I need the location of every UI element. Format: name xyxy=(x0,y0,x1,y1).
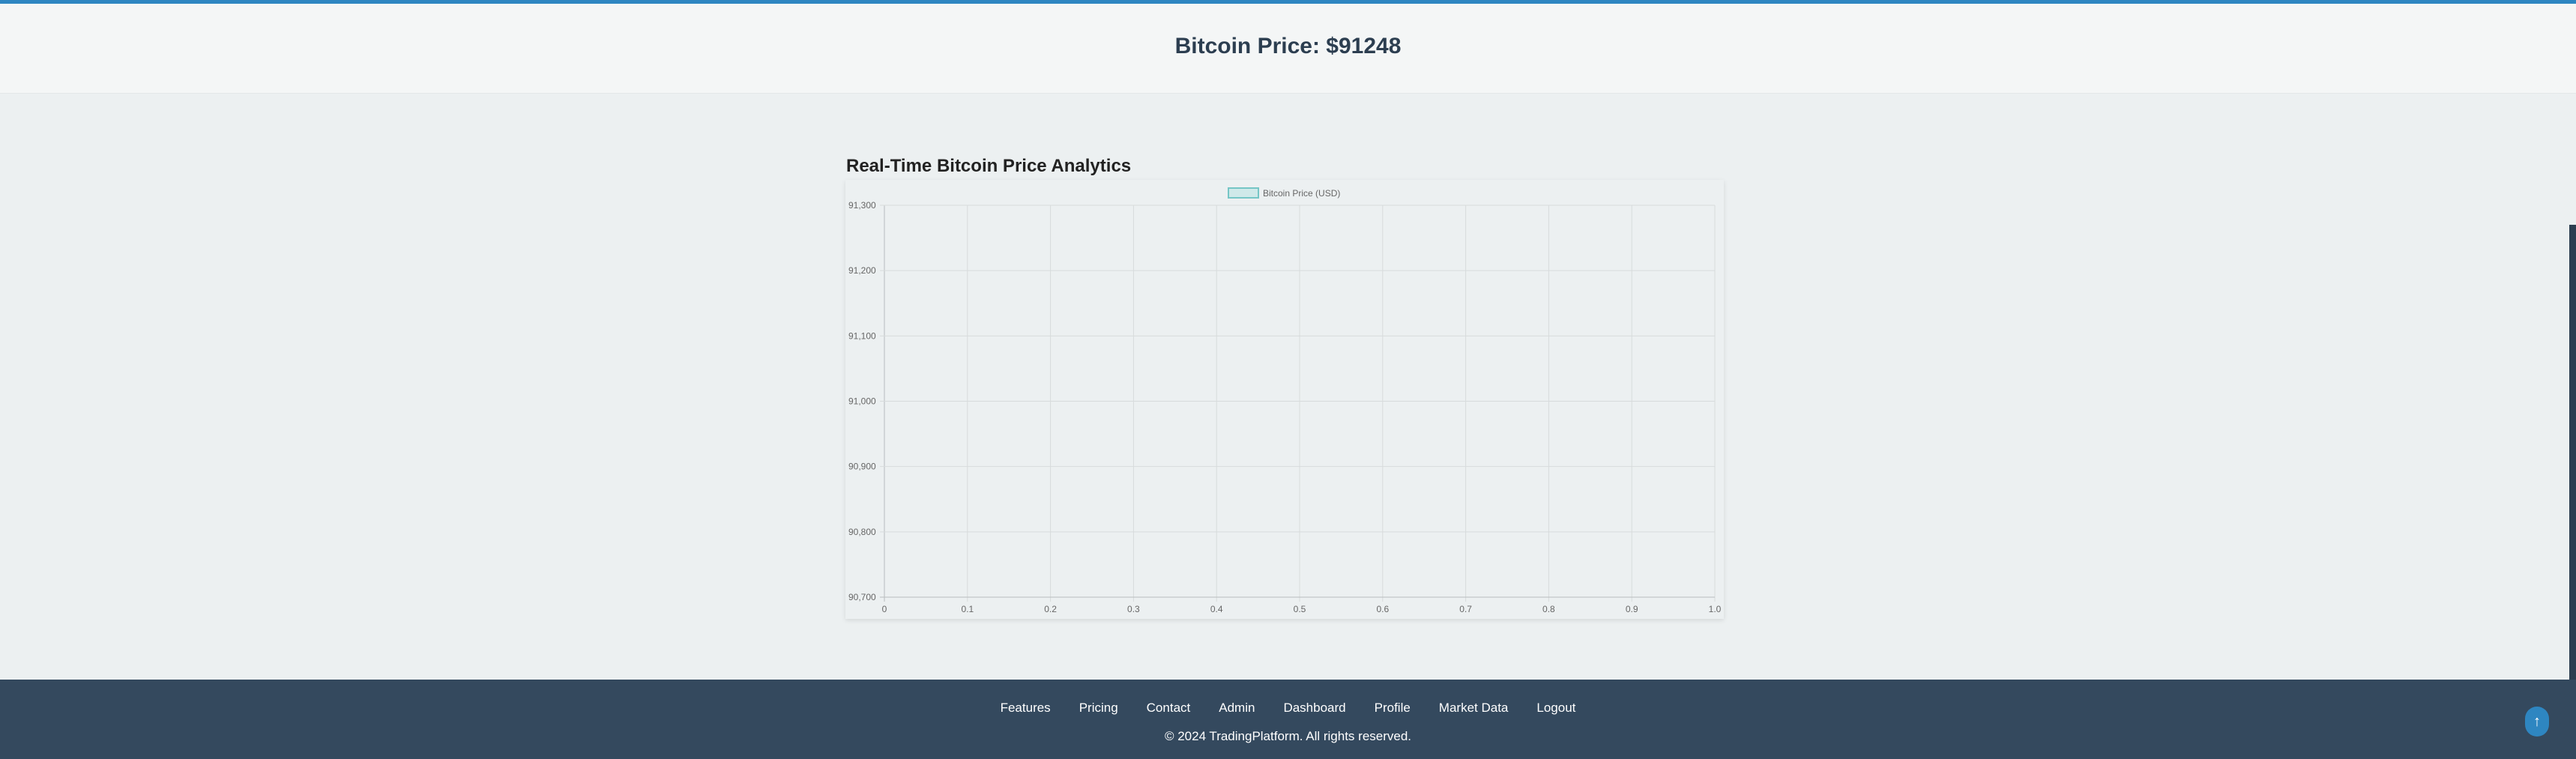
copyright-text: © 2024 TradingPlatform. All rights reser… xyxy=(1164,729,1412,743)
page-header: Bitcoin Price: $91248 xyxy=(0,4,2576,94)
x-tick-label: 0.6 xyxy=(1376,604,1389,614)
arrow-up-icon: ↑ xyxy=(2533,713,2541,730)
y-tick-label: 90,900 xyxy=(848,462,876,472)
y-tick-label: 91,300 xyxy=(848,200,876,211)
page-title: Bitcoin Price: $91248 xyxy=(1174,34,1402,58)
y-tick-label: 90,800 xyxy=(848,527,876,537)
x-tick-label: 0.4 xyxy=(1210,604,1223,614)
x-tick-label: 0.3 xyxy=(1127,604,1140,614)
x-tick-label: 0.9 xyxy=(1626,604,1638,614)
legend-swatch[interactable] xyxy=(1228,187,1259,199)
x-tick-label: 0.1 xyxy=(961,604,974,614)
footer-link-market-data[interactable]: Market Data xyxy=(1438,701,1509,715)
y-tick-label: 91,200 xyxy=(848,265,876,276)
x-tick-label: 0.2 xyxy=(1044,604,1057,614)
top-accent-bar xyxy=(0,0,2576,4)
x-tick-label: 1.0 xyxy=(1709,604,1722,614)
page-footer: Features Pricing Contact Admin Dashboard Prof… xyxy=(0,680,2576,759)
section-title: Real-Time Bitcoin Price Analytics xyxy=(846,156,1132,176)
footer-link-profile[interactable]: Profile xyxy=(1374,701,1411,715)
price-chart: 0 0.1 0.2 0.3 0.4 0.5 0.6 0.7 0.8 0.9 1.0 91,300 91,… xyxy=(848,187,1722,614)
legend-label[interactable]: Bitcoin Price (USD) xyxy=(1263,188,1340,199)
x-tick-label: 0.7 xyxy=(1459,604,1472,614)
y-tick-label: 91,100 xyxy=(848,330,876,341)
x-tick-label: 0.5 xyxy=(1294,604,1306,614)
x-tick-label: 0.8 xyxy=(1542,604,1555,614)
footer-link-dashboard[interactable]: Dashboard xyxy=(1283,701,1346,715)
price-chart-card: 0 0.1 0.2 0.3 0.4 0.5 0.6 0.7 0.8 0.9 1.0 91,300 91,… xyxy=(845,180,1724,619)
scrollbar-thumb[interactable] xyxy=(2569,225,2576,680)
footer-nav: Features Pricing Contact Admin Dashboard Prof… xyxy=(0,701,2576,716)
footer-link-logout[interactable]: Logout xyxy=(1536,701,1576,715)
y-tick-label: 90,700 xyxy=(848,592,876,602)
footer-link-admin[interactable]: Admin xyxy=(1219,701,1255,715)
x-tick-label: 0 xyxy=(882,604,887,614)
footer-link-features[interactable]: Features xyxy=(1000,701,1051,715)
footer-link-pricing[interactable]: Pricing xyxy=(1079,701,1118,715)
scroll-to-top-button[interactable]: ↑ xyxy=(2525,707,2549,737)
footer-link-contact[interactable]: Contact xyxy=(1146,701,1191,715)
y-tick-label: 91,000 xyxy=(848,396,876,407)
